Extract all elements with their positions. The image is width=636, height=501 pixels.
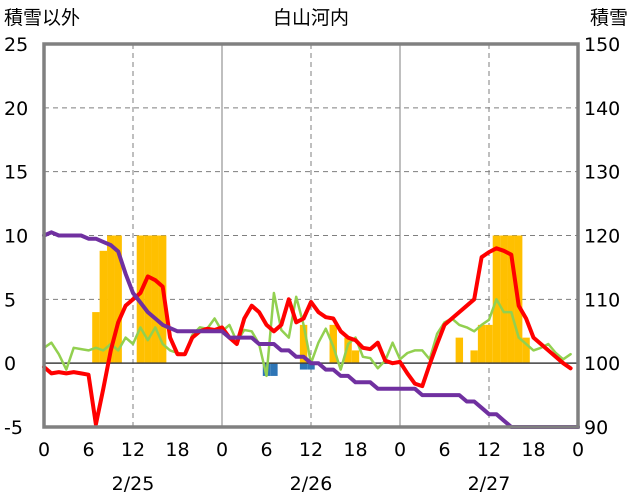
y-right-tick-label: 130 — [584, 162, 620, 184]
chart-title: 白山河内 — [273, 7, 349, 29]
x-tick-label: 0 — [394, 439, 406, 461]
date-label: 2/26 — [290, 473, 333, 495]
plot-frame — [42, 42, 580, 429]
y-right-tick-label: 100 — [584, 353, 620, 375]
x-tick-label: 18 — [165, 439, 189, 461]
y-left-tick-label: 20 — [4, 98, 28, 120]
frame-border — [42, 42, 580, 429]
x-tick-label: 6 — [438, 439, 450, 461]
y-axis-right-label: 積雪 — [590, 7, 628, 29]
bar — [507, 235, 515, 364]
series-line-green — [42, 291, 572, 378]
series-lines — [42, 230, 580, 429]
bar — [470, 350, 478, 364]
bar — [114, 235, 122, 364]
y-left-tick-label: 15 — [4, 162, 28, 184]
y-left-tick-label: 10 — [4, 226, 28, 248]
bar — [144, 235, 152, 364]
bar — [344, 337, 352, 364]
y-left-tick-label: 0 — [4, 353, 16, 375]
x-tick-label: 12 — [299, 439, 323, 461]
bar — [307, 363, 315, 370]
y-right-tick-label: 150 — [584, 34, 620, 56]
bar — [522, 337, 530, 364]
bar — [299, 363, 308, 370]
x-tick-label: 0 — [38, 439, 50, 461]
y-right-tick-label: 140 — [584, 98, 620, 120]
y-right-tick-label: 90 — [584, 417, 608, 439]
bar — [485, 324, 493, 364]
bar — [477, 324, 486, 364]
x-tick-label: 18 — [521, 439, 545, 461]
bar — [351, 350, 360, 364]
bar — [270, 363, 278, 376]
axis-labels: 積雪以外 白山河内 積雪 2520151050-5150140130120110… — [4, 7, 628, 495]
date-label: 2/27 — [468, 473, 511, 495]
bar — [299, 324, 308, 364]
x-tick-label: 0 — [216, 439, 228, 461]
x-tick-label: 12 — [477, 439, 501, 461]
bar — [107, 235, 115, 364]
y-left-tick-label: 25 — [4, 34, 28, 56]
date-label: 2/25 — [112, 473, 155, 495]
y-left-tick-label: -5 — [4, 417, 23, 439]
y-left-tick-label: 5 — [4, 289, 16, 311]
series-line-red — [42, 246, 573, 427]
bar — [92, 312, 100, 364]
x-tick-label: 18 — [343, 439, 367, 461]
bar — [151, 235, 159, 364]
series-line-purple — [42, 230, 580, 429]
x-tick-label: 6 — [82, 439, 94, 461]
y-right-tick-label: 120 — [584, 226, 620, 248]
y-axis-left-label: 積雪以外 — [4, 7, 80, 29]
x-tick-label: 6 — [260, 439, 272, 461]
y-right-tick-label: 110 — [584, 289, 620, 311]
bar — [455, 337, 464, 364]
x-tick-label: 12 — [121, 439, 145, 461]
bar — [99, 250, 108, 364]
bar — [500, 235, 508, 364]
x-tick-label: 0 — [572, 439, 584, 461]
